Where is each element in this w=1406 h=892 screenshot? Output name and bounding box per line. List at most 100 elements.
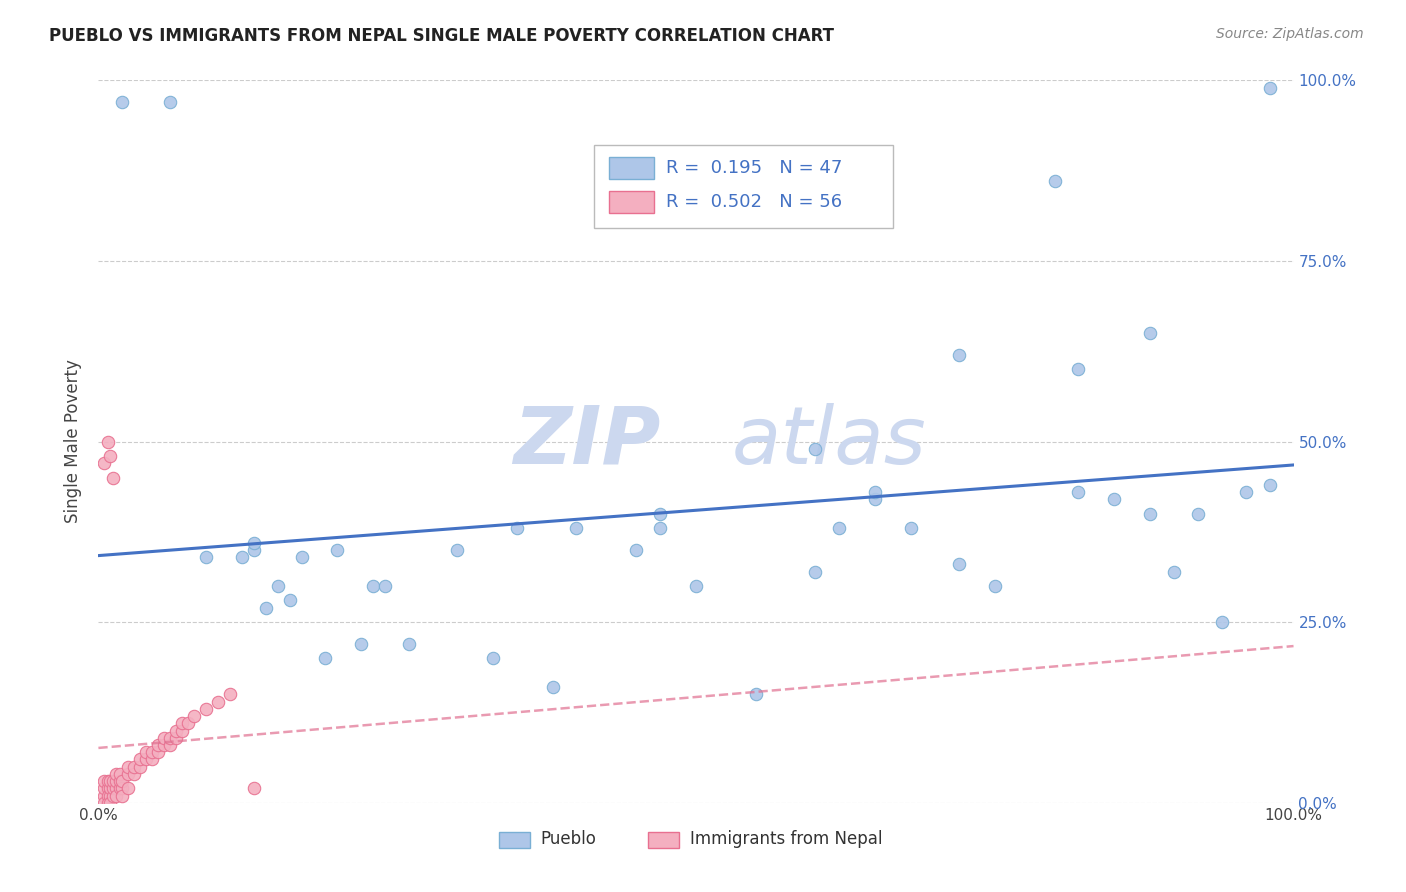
Point bbox=[1139, 507, 1161, 521]
Point bbox=[350, 637, 373, 651]
Point bbox=[98, 449, 122, 463]
Point bbox=[148, 738, 170, 752]
Point bbox=[101, 781, 124, 796]
Point bbox=[141, 752, 163, 766]
Point bbox=[481, 651, 505, 665]
Point bbox=[93, 789, 115, 803]
Point bbox=[98, 796, 122, 810]
Point bbox=[315, 651, 337, 665]
Point bbox=[153, 738, 176, 752]
Point bbox=[177, 716, 200, 731]
FancyBboxPatch shape bbox=[499, 831, 530, 847]
Point bbox=[745, 687, 768, 701]
Point bbox=[111, 789, 134, 803]
Point bbox=[1187, 507, 1209, 521]
Point bbox=[165, 731, 187, 745]
Point bbox=[506, 521, 529, 535]
Point bbox=[124, 760, 146, 774]
Point bbox=[1067, 362, 1090, 376]
Point bbox=[135, 752, 157, 766]
Point bbox=[97, 781, 120, 796]
Point bbox=[865, 485, 887, 500]
Text: R =  0.502   N = 56: R = 0.502 N = 56 bbox=[666, 193, 842, 211]
Point bbox=[108, 774, 131, 789]
Text: ZIP: ZIP bbox=[513, 402, 661, 481]
Text: Pueblo: Pueblo bbox=[541, 830, 596, 848]
Point bbox=[626, 542, 648, 557]
Point bbox=[111, 781, 134, 796]
Point bbox=[1163, 565, 1185, 579]
Point bbox=[278, 593, 301, 607]
Point bbox=[1139, 326, 1161, 340]
Point bbox=[291, 550, 314, 565]
Point bbox=[141, 745, 163, 759]
FancyBboxPatch shape bbox=[648, 831, 679, 847]
Point bbox=[648, 521, 672, 535]
Point bbox=[165, 723, 187, 738]
Point bbox=[153, 731, 176, 745]
Point bbox=[105, 789, 128, 803]
Point bbox=[828, 521, 851, 535]
Point bbox=[1104, 492, 1126, 507]
Point bbox=[948, 348, 970, 362]
Point bbox=[948, 558, 970, 572]
Point bbox=[363, 579, 385, 593]
Point bbox=[254, 600, 277, 615]
Point bbox=[93, 774, 115, 789]
Point bbox=[98, 774, 122, 789]
Point bbox=[326, 542, 349, 557]
Point bbox=[207, 695, 229, 709]
Point bbox=[117, 760, 139, 774]
Point bbox=[1258, 80, 1281, 95]
Point bbox=[117, 781, 139, 796]
Point bbox=[98, 789, 122, 803]
Point bbox=[159, 731, 181, 745]
Point bbox=[129, 760, 152, 774]
Point bbox=[195, 550, 218, 565]
Point bbox=[159, 738, 181, 752]
Point bbox=[97, 796, 120, 810]
Point bbox=[374, 579, 396, 593]
Point bbox=[117, 767, 139, 781]
Point bbox=[111, 774, 134, 789]
Point bbox=[135, 745, 157, 759]
Point bbox=[129, 752, 152, 766]
Point bbox=[648, 507, 672, 521]
Point bbox=[97, 789, 120, 803]
FancyBboxPatch shape bbox=[595, 145, 893, 228]
Text: Source: ZipAtlas.com: Source: ZipAtlas.com bbox=[1216, 27, 1364, 41]
Point bbox=[172, 723, 194, 738]
Point bbox=[1211, 615, 1233, 630]
Point bbox=[183, 709, 205, 723]
Point bbox=[93, 456, 115, 470]
Point bbox=[865, 492, 887, 507]
Point bbox=[108, 767, 131, 781]
Point bbox=[243, 535, 266, 549]
Point bbox=[97, 774, 120, 789]
Text: R =  0.195   N = 47: R = 0.195 N = 47 bbox=[666, 159, 842, 177]
Point bbox=[98, 781, 122, 796]
Point bbox=[1258, 478, 1281, 492]
Point bbox=[900, 521, 922, 535]
Point bbox=[101, 774, 124, 789]
Point bbox=[984, 579, 1007, 593]
Point bbox=[111, 95, 134, 109]
Point bbox=[105, 774, 128, 789]
Point bbox=[1043, 174, 1066, 188]
Point bbox=[93, 781, 115, 796]
Point bbox=[1067, 485, 1090, 500]
Point bbox=[685, 579, 707, 593]
Point bbox=[446, 542, 468, 557]
Point bbox=[97, 434, 120, 449]
Point bbox=[159, 95, 181, 109]
Point bbox=[172, 716, 194, 731]
Point bbox=[101, 789, 124, 803]
FancyBboxPatch shape bbox=[609, 157, 654, 178]
Y-axis label: Single Male Poverty: Single Male Poverty bbox=[65, 359, 83, 524]
Point bbox=[148, 745, 170, 759]
Point bbox=[124, 767, 146, 781]
Point bbox=[105, 781, 128, 796]
Point bbox=[1234, 485, 1257, 500]
Point bbox=[804, 442, 827, 456]
Point bbox=[93, 796, 115, 810]
